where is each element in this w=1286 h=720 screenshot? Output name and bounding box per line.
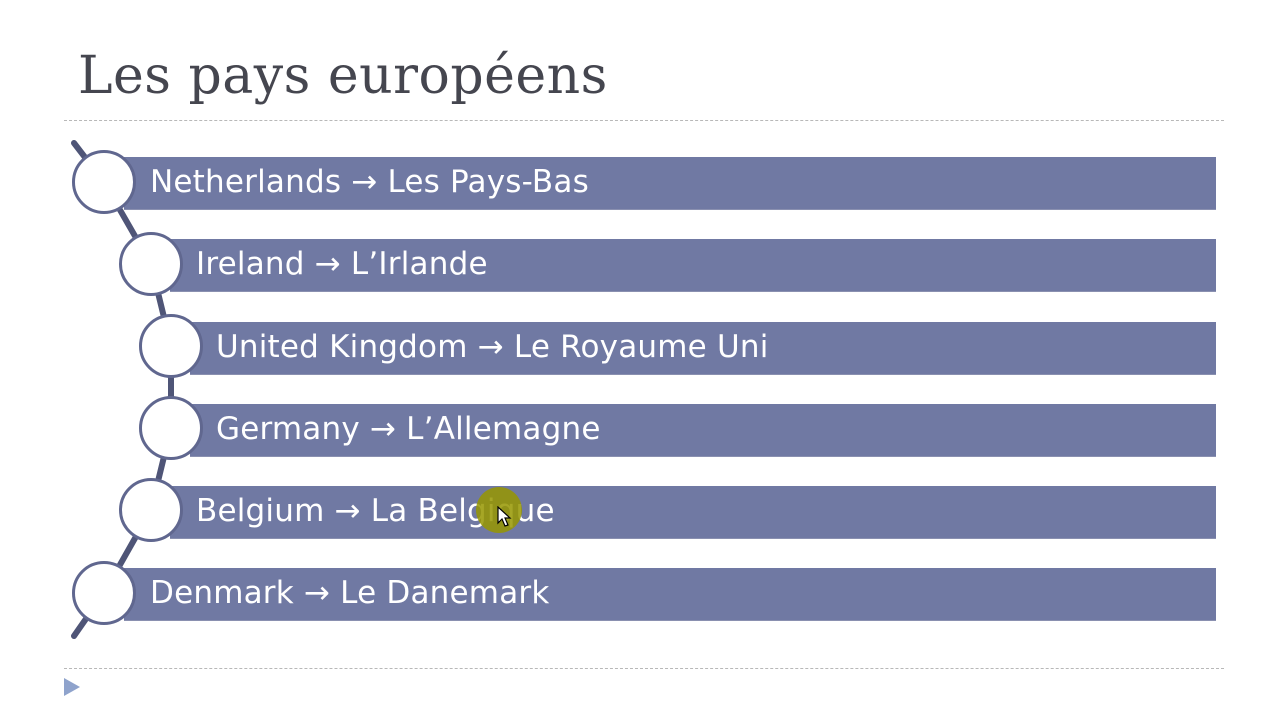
bullet-circle-icon: [139, 314, 203, 378]
top-divider: [64, 120, 1224, 121]
list-item-netherlands: Netherlands → Les Pays-Bas: [124, 157, 1216, 210]
bullet-circle-icon: [72, 150, 136, 214]
item-label: Denmark → Le Danemark: [150, 575, 550, 611]
bullet-circle-icon: [72, 561, 136, 625]
item-label: United Kingdom → Le Royaume Uni: [216, 329, 769, 365]
bullet-circle-icon: [139, 396, 203, 460]
play-triangle-icon: [64, 678, 80, 696]
item-label: Netherlands → Les Pays-Bas: [150, 164, 589, 200]
bottom-divider: [64, 668, 1224, 669]
list-item-united-kingdom: United Kingdom → Le Royaume Uni: [190, 322, 1216, 375]
slide-title: Les pays européens: [78, 46, 608, 106]
list-item-belgium: Belgium → La Belgique: [170, 486, 1216, 539]
mouse-cursor-icon: [497, 506, 512, 527]
bullet-circle-icon: [119, 232, 183, 296]
bullet-circle-icon: [119, 478, 183, 542]
item-label: Germany → L’Allemagne: [216, 411, 601, 447]
item-label: Ireland → L’Irlande: [196, 246, 488, 282]
list-item-germany: Germany → L’Allemagne: [190, 404, 1216, 457]
list-item-ireland: Ireland → L’Irlande: [170, 239, 1216, 292]
list-item-denmark: Denmark → Le Danemark: [124, 568, 1216, 621]
